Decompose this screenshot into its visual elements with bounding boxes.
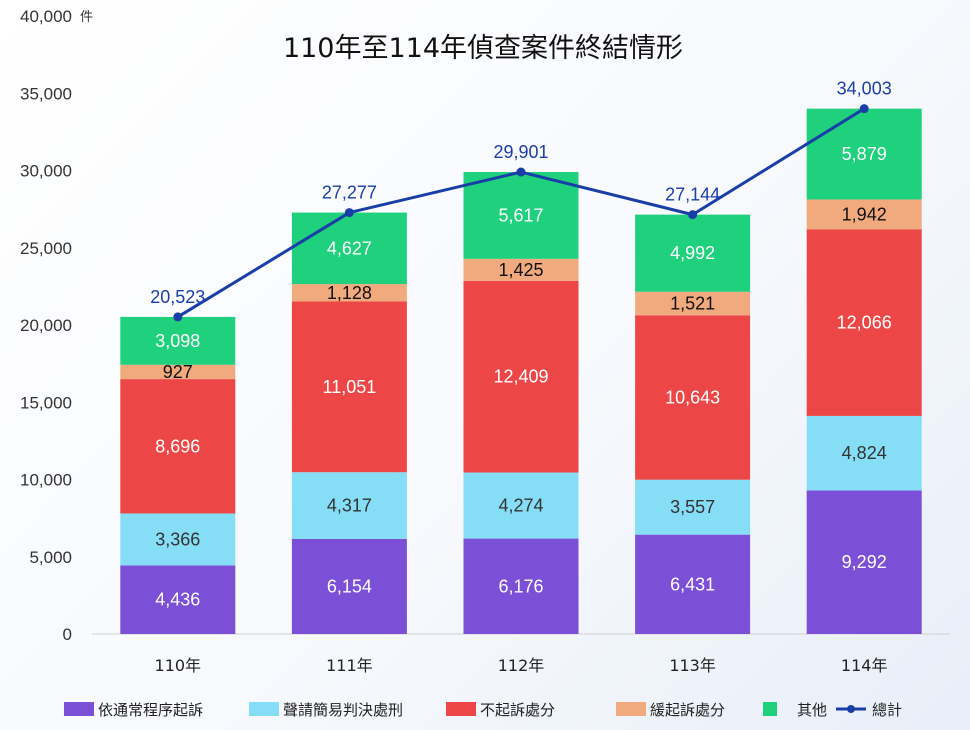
- legend-swatch: [64, 702, 94, 716]
- bar-segment: [463, 258, 579, 281]
- segment-data-label: 1,128: [327, 283, 372, 303]
- y-tick-label: 35,000: [20, 84, 72, 103]
- total-point: [516, 167, 526, 177]
- bar-segment: [806, 199, 922, 230]
- y-tick-label: 30,000: [20, 162, 72, 181]
- total-data-label: 20,523: [150, 287, 205, 307]
- bar-segment: [806, 229, 922, 416]
- segment-data-label: 5,879: [842, 144, 887, 164]
- segment-data-label: 4,992: [670, 243, 715, 263]
- segment-data-label: 11,051: [323, 377, 377, 397]
- bars: [120, 108, 922, 634]
- y-tick-label: 15,000: [20, 393, 72, 412]
- y-axis-unit: 件: [80, 10, 93, 25]
- x-tick-label: 111年: [326, 656, 373, 675]
- total-point: [859, 104, 869, 114]
- segment-data-label: 4,274: [498, 496, 543, 516]
- segment-data-label: 10,643: [665, 387, 720, 407]
- x-tick-label: 114年: [841, 656, 888, 675]
- legend-swatch: [616, 702, 646, 716]
- segment-data-label: 4,436: [155, 590, 200, 610]
- legend-label: 聲請簡易判決處刑: [283, 701, 403, 719]
- bar-segment: [806, 108, 922, 200]
- bar-segment: [291, 212, 407, 285]
- legend-swatch: [249, 702, 279, 716]
- bar-segment: [635, 534, 751, 634]
- y-tick-label: 40,000: [20, 7, 72, 26]
- bar-segment: [291, 284, 407, 302]
- bar-segment: [291, 301, 407, 473]
- segment-data-label: 12,409: [493, 367, 548, 387]
- segment-data-label: 1,425: [498, 260, 543, 280]
- segment-data-label: 6,176: [498, 576, 543, 596]
- bar-segment: [291, 472, 407, 539]
- segment-data-label: 4,317: [327, 496, 372, 516]
- legend-label: 總計: [872, 701, 902, 719]
- bar-segment: [120, 364, 236, 380]
- total-line: 20,523 27,277 29,901 27,144 34,003: [150, 79, 892, 322]
- segment-data-label: 4,627: [327, 238, 372, 258]
- total-point: [344, 208, 354, 218]
- total-data-label: 34,003: [837, 79, 892, 99]
- y-tick-label: 25,000: [20, 239, 72, 258]
- bar-segment: [463, 172, 579, 259]
- bar-segment: [635, 291, 751, 316]
- legend: 依通常程序起訴 聲請簡易判決處刑 不起訴處分 緩起訴處分 其他 總計: [64, 701, 902, 719]
- bar-segment: [635, 479, 751, 535]
- legend-label: 緩起訴處分: [650, 701, 725, 719]
- bar-segment: [120, 379, 236, 514]
- bar-segment: [806, 490, 922, 634]
- chart-title: 110年至114年偵查案件終結情形: [283, 33, 683, 64]
- segment-data-label: 927: [163, 362, 193, 382]
- legend-swatch: [763, 702, 777, 716]
- total-point: [173, 312, 183, 322]
- y-tick-label: 0: [63, 625, 72, 644]
- y-tick-label: 20,000: [20, 316, 72, 335]
- segment-data-label: 3,366: [155, 529, 200, 549]
- bar-segment: [291, 538, 407, 634]
- legend-swatch: [446, 702, 476, 716]
- bar-segment: [635, 214, 751, 292]
- segment-data-label: 4,824: [842, 443, 887, 463]
- segment-data-label: 1,942: [842, 204, 887, 224]
- segment-data-label: 3,557: [670, 497, 715, 517]
- segment-data-label: 9,292: [842, 552, 887, 572]
- bar-segment: [806, 415, 922, 491]
- segment-data-label: 5,617: [498, 205, 543, 225]
- segment-labels: 4,436 3,366 8,696 927 3,098 6,154 4,317 11,051 1…: [155, 144, 891, 610]
- bar-segment: [120, 513, 236, 566]
- legend-line-marker: [847, 705, 855, 713]
- total-data-label: 27,144: [665, 185, 720, 205]
- segment-data-label: 1,521: [670, 294, 715, 314]
- bar-segment: [120, 565, 236, 634]
- total-point: [688, 210, 698, 220]
- segment-data-label: 3,098: [155, 331, 200, 351]
- legend-label: 其他: [797, 701, 827, 719]
- bar-segment: [120, 316, 236, 365]
- x-axis: 110年 111年 112年 113年 114年: [155, 656, 888, 675]
- bar-segment: [635, 315, 751, 480]
- bar-segment: [463, 280, 579, 473]
- legend-label: 不起訴處分: [480, 701, 555, 719]
- y-tick-label: 10,000: [20, 471, 72, 490]
- legend-label: 依通常程序起訴: [98, 701, 203, 719]
- segment-data-label: 6,154: [327, 576, 372, 596]
- y-tick-label: 5,000: [29, 548, 72, 567]
- bar-segment: [463, 538, 579, 634]
- bar-segment: [463, 472, 579, 539]
- segment-data-label: 6,431: [670, 574, 715, 594]
- total-data-label: 27,277: [322, 183, 377, 203]
- x-tick-label: 110年: [155, 656, 202, 675]
- total-data-label: 29,901: [493, 142, 548, 162]
- segment-data-label: 8,696: [155, 436, 200, 456]
- x-tick-label: 113年: [669, 656, 716, 675]
- x-tick-label: 112年: [498, 656, 545, 675]
- segment-data-label: 12,066: [837, 313, 892, 333]
